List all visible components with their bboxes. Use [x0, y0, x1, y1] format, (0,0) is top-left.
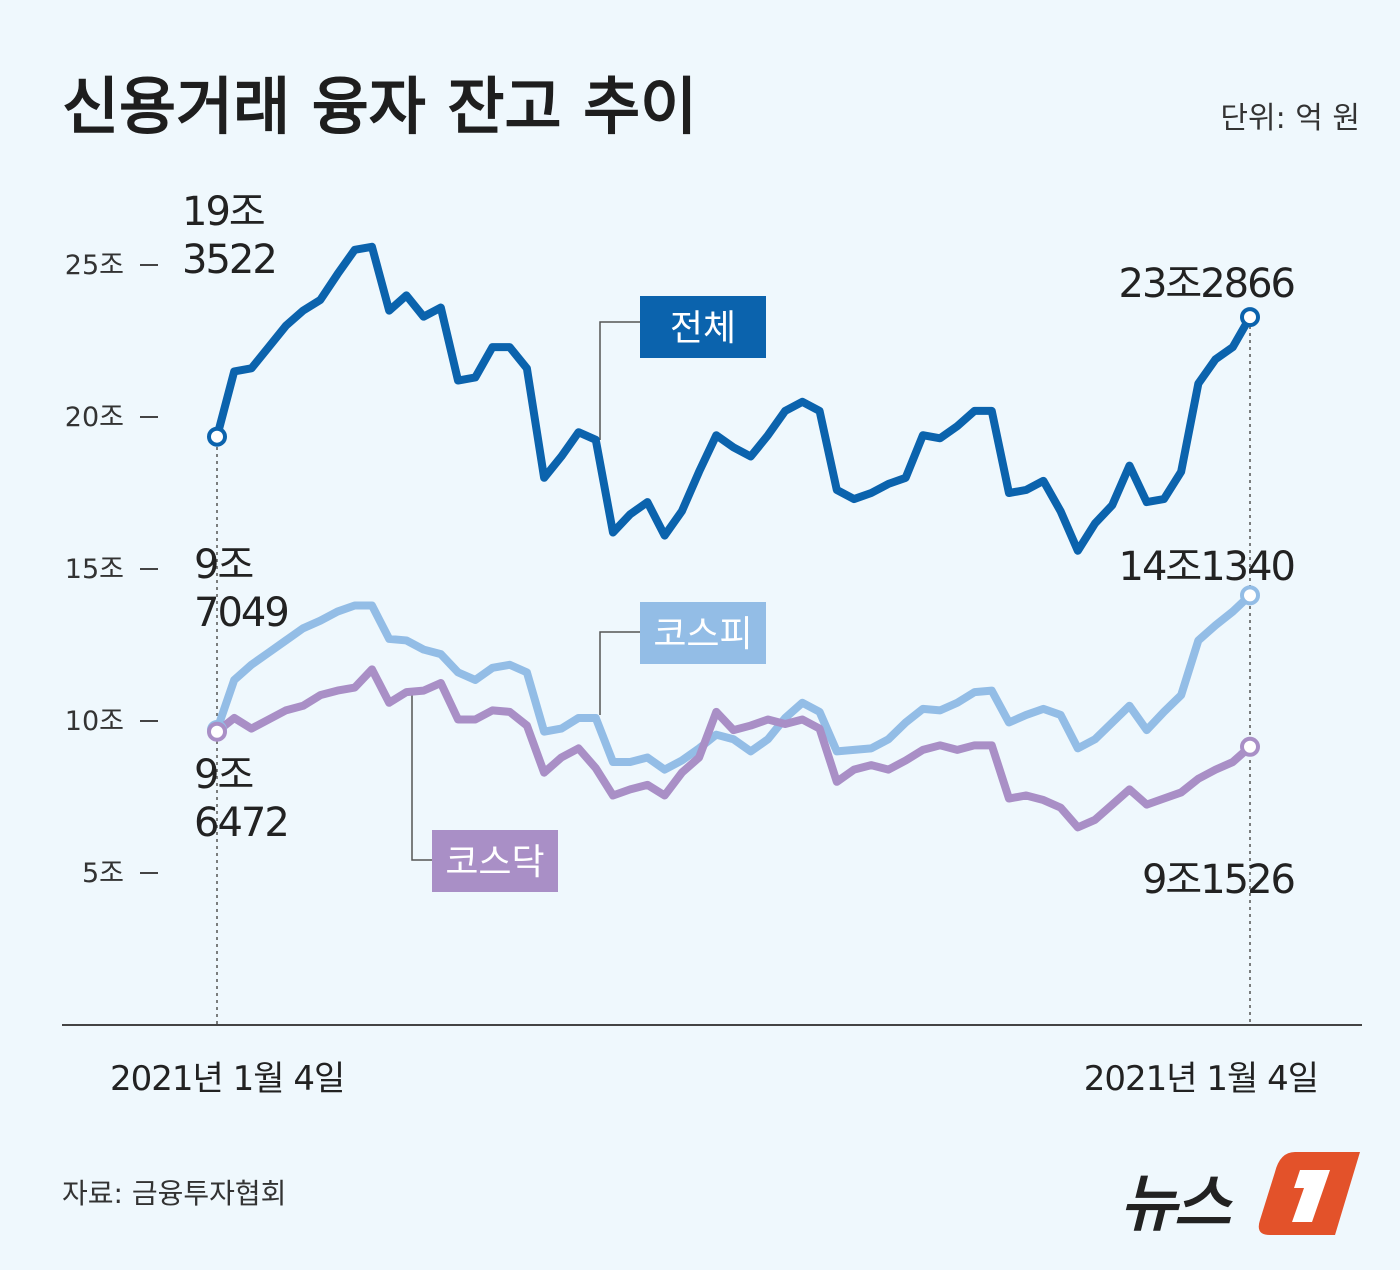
total-end-marker [1240, 307, 1260, 328]
source-label: 자료: 금융투자협회 [62, 1177, 286, 1210]
kosdaq-end-marker [1240, 736, 1260, 757]
kosdaq-start-label-2: 6472 [194, 800, 288, 846]
kosdaq-start-label-1: 9조 [194, 752, 252, 798]
series-lines [213, 242, 1254, 832]
news1-logo: 뉴스 [1120, 1152, 1360, 1240]
legend-leader-total [599, 321, 640, 440]
svg-text:뉴스: 뉴스 [1120, 1167, 1233, 1240]
total-start-marker [207, 426, 227, 447]
y-tick-label: 15조 [65, 554, 124, 585]
kospi-start-label-1: 9조 [194, 542, 252, 588]
legend-box-kosdaq [432, 830, 558, 892]
y-axis: 5조 10조 15조 20조 25조 [65, 250, 158, 889]
kospi-start-label-2: 7049 [194, 590, 288, 636]
y-tick-label: 25조 [65, 250, 124, 281]
legend-label-total: 전체 [670, 308, 736, 349]
legend-box-total [640, 296, 766, 358]
series-line-total [213, 242, 1254, 555]
x-label-end: 2021년 1월 4일 [1084, 1059, 1318, 1099]
x-label-start: 2021년 1월 4일 [110, 1059, 344, 1099]
series-markers [207, 307, 1260, 757]
kospi-end-marker [1240, 585, 1260, 606]
total-end-label: 23조2866 [1119, 261, 1295, 307]
legend-leader-kosdaq [411, 695, 432, 861]
chart-title: 신용거래 융자 잔고 추이 [62, 70, 697, 143]
legend-leader-kospi [599, 631, 640, 715]
legend-label-kospi: 코스피 [653, 614, 752, 655]
kosdaq-end-label: 9조1526 [1142, 857, 1294, 903]
series-line-kosdaq [213, 665, 1254, 832]
y-tick-label: 10조 [65, 706, 124, 737]
series-line-kospi [213, 591, 1254, 774]
total-start-label-1: 19조 [182, 189, 264, 235]
unit-label: 단위: 억 원 [1220, 101, 1360, 136]
legend-label-kosdaq: 코스닥 [445, 842, 544, 883]
kosdaq-start-marker [207, 721, 227, 742]
legend-box-kospi [640, 602, 766, 664]
y-tick-label: 5조 [82, 858, 124, 889]
total-start-label-2: 3522 [182, 237, 276, 283]
y-tick-label: 20조 [65, 402, 124, 433]
kospi-end-label: 14조1340 [1119, 544, 1295, 590]
